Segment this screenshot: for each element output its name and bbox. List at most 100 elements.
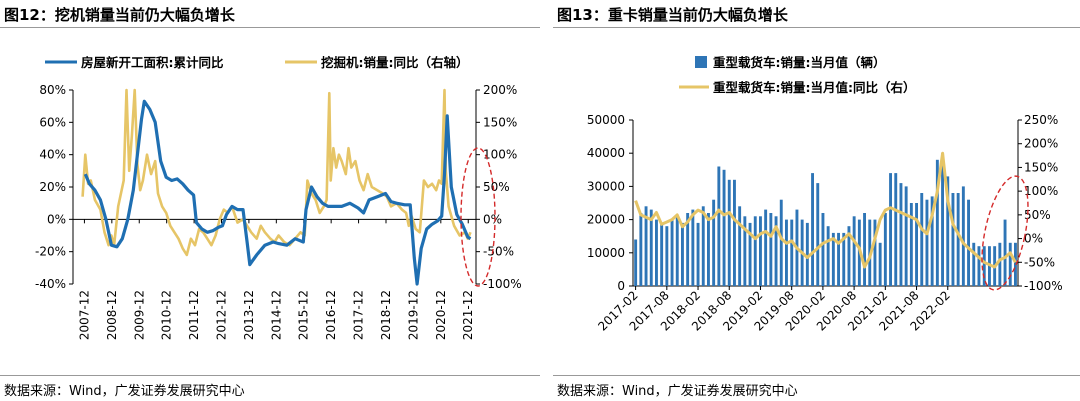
x-tick-label: 2014-12 bbox=[269, 290, 283, 340]
bar bbox=[644, 206, 648, 286]
x-tick-label: 2013-12 bbox=[242, 290, 256, 340]
legend-label-series-1: 重型载货车:销量:当月值（辆） bbox=[713, 55, 886, 70]
bar bbox=[811, 173, 814, 286]
x-tick-label: 2016-12 bbox=[324, 290, 338, 340]
highlight-ellipse bbox=[981, 175, 1029, 291]
bar bbox=[899, 183, 903, 286]
x-tick-label: 2017-12 bbox=[352, 290, 366, 340]
heavy-truck-chart: 重型载货车:销量:当月值（辆） 重型载货车:销量:当月值:同比（右） 50000 40… bbox=[587, 55, 1063, 334]
bar bbox=[655, 219, 658, 286]
bar bbox=[863, 213, 866, 286]
bar bbox=[894, 173, 898, 286]
series-line-housing-starts bbox=[83, 99, 472, 286]
y-tick-label-left: 50000 bbox=[587, 113, 625, 127]
x-tick-label: 2021-12 bbox=[461, 290, 475, 340]
bar bbox=[722, 169, 726, 286]
figure-title: 图13：重卡销量当前仍大幅负增长 bbox=[557, 6, 788, 24]
bar bbox=[696, 222, 700, 286]
bar bbox=[852, 216, 856, 286]
bar bbox=[816, 183, 820, 286]
y-tick-label-left: 40% bbox=[39, 148, 66, 162]
bar bbox=[649, 209, 653, 286]
bar bbox=[753, 216, 757, 286]
y-tick-label-left: 20% bbox=[39, 180, 66, 194]
bar bbox=[883, 213, 887, 286]
bar bbox=[774, 216, 778, 286]
bar bbox=[701, 206, 705, 286]
y-tick-label-right: 100% bbox=[483, 148, 517, 162]
title-rule bbox=[553, 27, 1080, 28]
bar bbox=[686, 213, 690, 286]
y-tick-label-left: 80% bbox=[39, 83, 66, 97]
bar bbox=[805, 222, 809, 286]
x-tick-label: 2012-12 bbox=[214, 290, 228, 340]
bar bbox=[675, 216, 679, 286]
bar bbox=[717, 166, 721, 286]
bar bbox=[727, 179, 731, 286]
y-tick-label-left: 40000 bbox=[587, 146, 625, 160]
y-tick-label-left: 0% bbox=[47, 212, 66, 226]
y-tick-label-right: -50% bbox=[1024, 255, 1055, 269]
bar bbox=[670, 219, 674, 286]
x-tick-label: 2019-12 bbox=[406, 290, 420, 340]
bar bbox=[826, 226, 830, 286]
bar bbox=[712, 199, 716, 286]
bar bbox=[941, 153, 944, 286]
bar bbox=[935, 159, 939, 286]
y-tick-label-right: 50% bbox=[483, 180, 510, 194]
bar bbox=[660, 222, 664, 286]
series-line-yoy bbox=[634, 151, 1017, 269]
y-tick-label-left: 20000 bbox=[587, 213, 625, 227]
y-tick-label-right: -100% bbox=[1024, 279, 1063, 293]
bar bbox=[982, 246, 986, 286]
source-note: 数据来源：Wind，广发证券发展研究中心 bbox=[4, 384, 245, 399]
bar bbox=[873, 219, 877, 286]
bar bbox=[925, 199, 929, 286]
x-tick-label: 2020-12 bbox=[434, 290, 448, 340]
x-tick-label: 2018-12 bbox=[379, 290, 393, 340]
y-tick-label-right: 150% bbox=[1024, 160, 1058, 174]
bar bbox=[909, 203, 913, 286]
y-tick-label-left: -20% bbox=[35, 245, 66, 259]
y-tick-label-right: 150% bbox=[483, 115, 517, 129]
y-tick-label-right: 250% bbox=[1024, 113, 1058, 127]
bar bbox=[691, 209, 695, 286]
x-tick-label: 2010-12 bbox=[160, 290, 174, 340]
x-tick-label: 2007-12 bbox=[77, 290, 91, 340]
source-note: 数据来源：Wind，广发证券发展研究中心 bbox=[557, 384, 798, 399]
y-tick-label-right: 200% bbox=[1024, 137, 1058, 151]
source-rule bbox=[553, 375, 1080, 376]
bar bbox=[748, 222, 752, 286]
figure-title: 图12：挖机销量当前仍大幅负增长 bbox=[4, 6, 235, 24]
bar bbox=[738, 206, 742, 286]
bar bbox=[998, 242, 1002, 286]
bar bbox=[707, 213, 710, 286]
bar bbox=[759, 216, 762, 286]
excavator-chart: 房屋新开工面积:累计同比 挖掘机:销量:同比（右轴） 80% 60% 40% 20% 0% -… bbox=[35, 55, 522, 340]
bar bbox=[904, 186, 908, 286]
source-rule bbox=[0, 375, 540, 376]
highlight-ellipse bbox=[460, 147, 496, 287]
title-rule bbox=[0, 27, 540, 28]
bar bbox=[956, 193, 960, 286]
bar bbox=[977, 246, 981, 286]
legend-label-series-2: 重型载货车:销量:当月值:同比（右） bbox=[713, 80, 916, 95]
bar bbox=[842, 232, 846, 286]
bar bbox=[920, 193, 924, 286]
bar bbox=[930, 196, 934, 286]
y-tick-label-right: 200% bbox=[483, 83, 517, 97]
legend-label-series-2: 挖掘机:销量:同比（右轴） bbox=[321, 55, 469, 70]
x-tick-label: 2009-12 bbox=[132, 290, 146, 340]
bar bbox=[764, 209, 768, 286]
x-tick-label: 2008-12 bbox=[105, 290, 119, 340]
bar bbox=[889, 173, 892, 286]
y-tick-label-right: 100% bbox=[1024, 184, 1058, 198]
bar bbox=[878, 242, 882, 286]
x-tick-label: 2011-12 bbox=[187, 290, 201, 340]
y-tick-label-right: 50% bbox=[1024, 208, 1051, 222]
y-tick-label-right: -100% bbox=[483, 277, 522, 291]
bar bbox=[946, 176, 950, 286]
bar bbox=[847, 226, 851, 286]
legend-swatch-series-1 bbox=[695, 56, 707, 68]
y-tick-label-left: 30000 bbox=[587, 179, 625, 193]
